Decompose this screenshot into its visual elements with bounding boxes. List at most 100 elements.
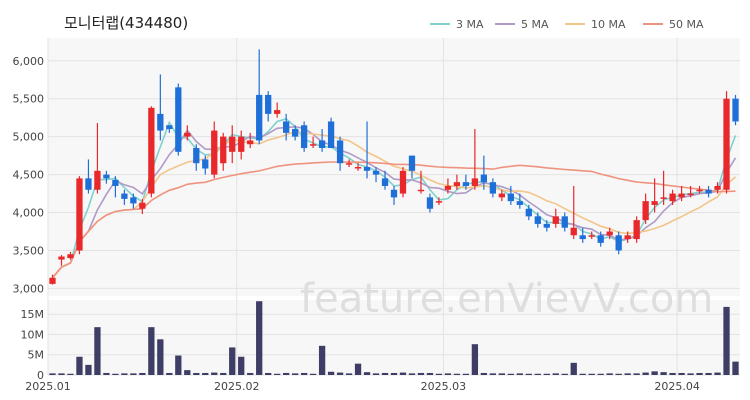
volume-bar	[435, 373, 443, 375]
candle-body	[597, 235, 604, 243]
candle-body	[202, 159, 209, 169]
volume-bar	[705, 372, 712, 375]
candle-body	[570, 227, 577, 236]
volume-bar	[139, 372, 146, 375]
ma-line-50	[51, 161, 736, 279]
candle-body	[507, 193, 514, 202]
candle-body	[372, 170, 380, 175]
candle-body	[705, 189, 712, 194]
candle-body	[121, 193, 128, 199]
volume-bar	[318, 345, 326, 375]
candle-body	[696, 189, 703, 192]
watermark: feature.enVievV.com	[300, 276, 713, 322]
volume-bar	[309, 373, 317, 375]
volume-bar	[291, 373, 299, 375]
candle-body	[220, 136, 227, 164]
date-tick-label: 2025.03	[421, 380, 467, 393]
volume-bar	[220, 372, 227, 375]
volume-bar	[669, 372, 676, 375]
volume-bar	[525, 373, 532, 375]
volume-bar	[570, 362, 577, 375]
volume-bar	[453, 373, 461, 375]
price-tick-label: 5,500	[13, 93, 45, 106]
candle-body	[624, 235, 631, 240]
volume-bar	[202, 372, 209, 375]
volume-bar	[399, 372, 407, 375]
volume-bar	[471, 344, 479, 375]
volume-bar	[444, 373, 452, 375]
candle-body	[642, 201, 649, 221]
candle-body	[714, 185, 721, 190]
candle-body	[103, 174, 110, 179]
volume-bar	[678, 372, 685, 375]
candle-body	[274, 110, 281, 114]
volume-bar	[67, 373, 74, 375]
candle-body	[157, 113, 164, 131]
axes: 3,000 3,500 4,000 4,500 5,000 5,500 6,000 0 5M 10…	[13, 55, 700, 393]
candle-body	[678, 193, 685, 198]
candle-body	[175, 87, 182, 152]
volume-bar	[211, 372, 218, 375]
volume-tick-label: 5M	[28, 349, 45, 362]
candle-body	[336, 140, 344, 164]
candle-body	[444, 185, 452, 190]
volume-bar	[534, 373, 541, 375]
candle-body	[435, 201, 443, 203]
candle-body	[345, 163, 353, 165]
candlesticks	[49, 49, 739, 285]
candle-body	[238, 136, 245, 152]
candle-body	[166, 125, 173, 130]
volume-bar	[516, 373, 523, 375]
candle-body	[309, 144, 317, 146]
candle-body	[489, 182, 497, 194]
candle-body	[265, 94, 272, 114]
candle-body	[390, 189, 398, 198]
candle-body	[211, 130, 218, 175]
candle-body	[552, 216, 559, 224]
volume-bar	[723, 306, 730, 375]
volume-bar	[552, 373, 559, 375]
volume-bar	[489, 373, 497, 375]
candle-body	[94, 170, 101, 190]
volume-bar	[624, 373, 631, 375]
candle-body	[525, 208, 532, 217]
candle-body	[660, 197, 667, 199]
volume-bar	[597, 373, 604, 375]
candle-body	[534, 216, 541, 224]
volume-bar	[85, 364, 92, 375]
volume-bar	[283, 372, 290, 375]
candle-body	[130, 197, 137, 204]
volume-bar	[606, 373, 613, 375]
candle-body	[543, 223, 550, 228]
candle-body	[606, 231, 613, 236]
legend-label: 50 MA	[669, 18, 704, 31]
volume-bar	[714, 372, 721, 375]
volume-bar	[112, 373, 119, 375]
volume-bar	[408, 373, 416, 375]
candle-body	[256, 94, 263, 141]
volume-bar	[732, 361, 739, 375]
volume-tick-label: 15M	[21, 308, 45, 321]
volume-bar	[462, 373, 470, 375]
volume-bar	[274, 373, 281, 375]
date-tick-label: 2025.04	[654, 380, 700, 393]
volume-bar	[687, 373, 694, 375]
volume-bar	[175, 355, 182, 375]
ma-line-10	[51, 130, 737, 279]
volume-bar	[49, 373, 56, 375]
legend-label: 5 MA	[521, 18, 549, 31]
volume-bar	[498, 373, 505, 375]
volume-tick-label: 10M	[21, 328, 45, 341]
price-tick-label: 4,000	[13, 207, 45, 220]
candle-body	[453, 182, 461, 186]
volume-bar	[588, 373, 595, 375]
candle-body	[363, 167, 371, 171]
volume-bar	[94, 327, 101, 375]
volume-bar	[372, 373, 380, 375]
candle-body	[579, 235, 586, 240]
candle-body	[408, 155, 416, 171]
candle-body	[381, 178, 389, 186]
volume-bar	[561, 373, 568, 375]
volume-bar	[58, 373, 65, 375]
